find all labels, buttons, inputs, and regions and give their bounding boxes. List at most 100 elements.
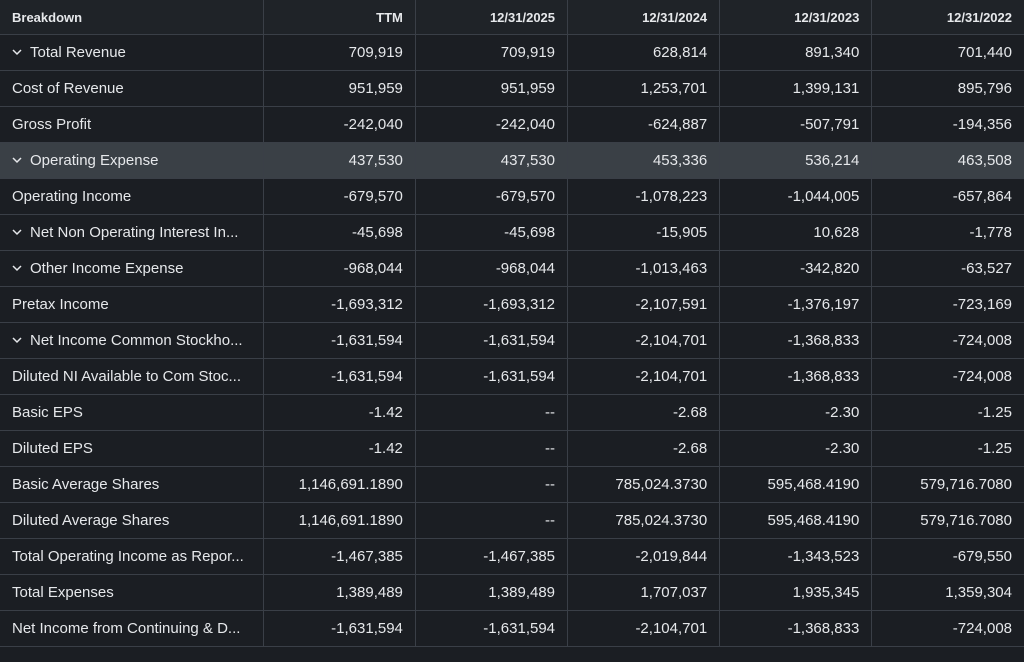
value-cell: 1,253,701 [567,70,721,107]
value-cell: 595,468.4190 [719,502,873,539]
value-cell: -- [415,430,569,467]
value-cell: 10,628 [719,214,873,251]
value-cell: 463,508 [871,142,1024,179]
value-cell: -1,044,005 [719,178,873,215]
value-cell: -242,040 [263,106,416,143]
value-cell: -1,013,463 [567,250,721,287]
value-cell: 1,146,691.1890 [263,466,416,503]
table-row: Diluted NI Available to Com Stoc... -1,63… [0,358,1024,395]
value-cell: 437,530 [415,142,569,179]
value-cell: -724,008 [871,322,1024,359]
row-label: Operating Expense [30,152,159,169]
table-row: Operating Income -679,570 -679,570 -1,078,2… [0,178,1024,215]
value-cell: -15,905 [567,214,721,251]
row-label-cell: Pretax Income [0,286,264,323]
row-label-cell[interactable]: Net Non Operating Interest In... [0,214,264,251]
value-cell: -2.30 [719,430,873,467]
value-cell: 1,389,489 [263,574,416,611]
value-cell: 628,814 [567,34,721,71]
value-cell: -194,356 [871,106,1024,143]
chevron-down-icon[interactable] [12,261,26,275]
row-label-cell[interactable]: Operating Expense [0,142,264,179]
value-cell: -- [415,502,569,539]
value-cell: 579,716.7080 [871,502,1024,539]
chevron-down-icon[interactable] [12,45,26,59]
value-cell: -968,044 [415,250,569,287]
value-cell: 701,440 [871,34,1024,71]
header-ttm: TTM [263,0,416,35]
value-cell: 951,959 [263,70,416,107]
header-row: Breakdown TTM 12/31/2025 12/31/2024 12/3… [0,0,1024,35]
row-label-cell[interactable]: Net Income Common Stockho... [0,322,264,359]
value-cell: -2.68 [567,394,721,431]
value-cell: 437,530 [263,142,416,179]
value-cell: -657,864 [871,178,1024,215]
table-row: Other Income Expense -968,044 -968,044 -1,0… [0,250,1024,287]
value-cell: -45,698 [415,214,569,251]
header-2022: 12/31/2022 [871,0,1024,35]
row-label: Diluted NI Available to Com Stoc... [12,368,241,385]
row-label-cell: Gross Profit [0,106,264,143]
row-label-cell: Cost of Revenue [0,70,264,107]
value-cell: -1,693,312 [263,286,416,323]
value-cell: -2,104,701 [567,358,721,395]
value-cell: 895,796 [871,70,1024,107]
value-cell: -1,343,523 [719,538,873,575]
value-cell: 453,336 [567,142,721,179]
table-row: Gross Profit -242,040 -242,040 -624,887 -507… [0,106,1024,143]
table-row: Basic Average Shares 1,146,691.1890 -- 785,… [0,466,1024,503]
table-row: Basic EPS -1.42 -- -2.68 -2.30 -1.25 [0,394,1024,431]
row-label-cell: Basic Average Shares [0,466,264,503]
value-cell: -2,107,591 [567,286,721,323]
value-cell: -1,368,833 [719,358,873,395]
table-body: Total Revenue 709,919 709,919 628,814 891,34… [0,34,1024,647]
table-row: Diluted EPS -1.42 -- -2.68 -2.30 -1.25 [0,430,1024,467]
value-cell: -1,078,223 [567,178,721,215]
value-cell: -1.25 [871,394,1024,431]
table-row: Cost of Revenue 951,959 951,959 1,253,701 1,… [0,70,1024,107]
value-cell: 595,468.4190 [719,466,873,503]
row-label-cell[interactable]: Total Revenue [0,34,264,71]
row-label: Total Operating Income as Repor... [12,548,244,565]
table-row: Total Operating Income as Repor... -1,467… [0,538,1024,575]
value-cell: 536,214 [719,142,873,179]
financials-table: Breakdown TTM 12/31/2025 12/31/2024 12/3… [0,0,1024,647]
value-cell: -2,104,701 [567,610,721,647]
value-cell: -342,820 [719,250,873,287]
row-label: Other Income Expense [30,260,184,277]
row-label-cell: Diluted EPS [0,430,264,467]
header-2025: 12/31/2025 [415,0,569,35]
chevron-down-icon[interactable] [12,333,26,347]
chevron-down-icon[interactable] [12,153,26,167]
value-cell: -507,791 [719,106,873,143]
row-label: Basic EPS [12,404,83,421]
value-cell: 709,919 [263,34,416,71]
value-cell: -1,631,594 [415,322,569,359]
value-cell: -624,887 [567,106,721,143]
value-cell: 1,935,345 [719,574,873,611]
table-row: Total Revenue 709,919 709,919 628,814 891,34… [0,34,1024,71]
value-cell: -45,698 [263,214,416,251]
value-cell: -1,467,385 [263,538,416,575]
chevron-down-icon[interactable] [12,225,26,239]
value-cell: -1,631,594 [415,358,569,395]
header-2024: 12/31/2024 [567,0,721,35]
row-label-cell: Total Operating Income as Repor... [0,538,264,575]
value-cell: -63,527 [871,250,1024,287]
value-cell: -2.30 [719,394,873,431]
table-row: Operating Expense 437,530 437,530 453,336 53… [0,142,1024,179]
value-cell: -1,368,833 [719,610,873,647]
value-cell: -1,693,312 [415,286,569,323]
row-label-cell: Total Expenses [0,574,264,611]
value-cell: 1,707,037 [567,574,721,611]
value-cell: -724,008 [871,610,1024,647]
value-cell: -679,570 [415,178,569,215]
value-cell: 891,340 [719,34,873,71]
value-cell: 785,024.3730 [567,502,721,539]
row-label: Diluted EPS [12,440,93,457]
table-row: Net Income from Continuing & D... -1,631,… [0,610,1024,647]
row-label-cell[interactable]: Other Income Expense [0,250,264,287]
row-label: Pretax Income [12,296,109,313]
value-cell: 1,389,489 [415,574,569,611]
table-row: Net Non Operating Interest In... -45,698-… [0,214,1024,251]
